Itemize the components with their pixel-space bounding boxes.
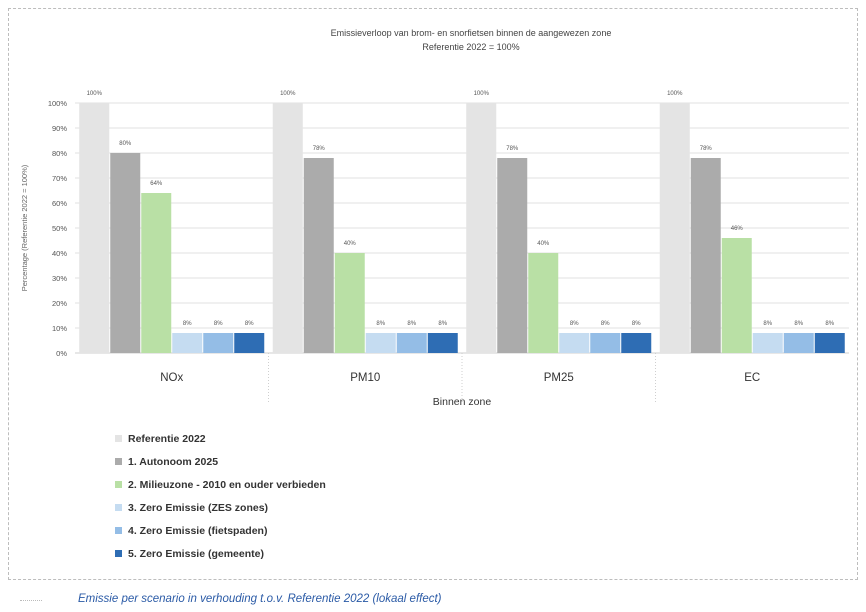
y-tick-label: 90%	[52, 124, 67, 133]
data-label: 8%	[570, 321, 579, 327]
y-tick-label: 40%	[52, 249, 67, 258]
data-label: 100%	[87, 91, 103, 97]
chart-subtitle: Referentie 2022 = 100%	[422, 42, 519, 52]
x-tick-label: EC	[744, 372, 760, 384]
bar	[272, 103, 303, 353]
x-tick-label: PM10	[350, 372, 380, 384]
bar	[466, 103, 497, 353]
x-tick-label: PM25	[544, 372, 574, 384]
data-label: 64%	[150, 181, 163, 187]
data-label: 8%	[601, 321, 610, 327]
legend-swatch	[115, 481, 122, 488]
bar	[814, 333, 845, 353]
data-label: 8%	[763, 321, 772, 327]
data-label: 8%	[183, 321, 192, 327]
bar	[79, 103, 110, 353]
bar	[559, 333, 590, 353]
y-tick-label: 0%	[56, 349, 67, 358]
bar	[590, 333, 621, 353]
data-label: 46%	[731, 226, 744, 232]
bar	[427, 333, 458, 353]
y-tick-label: 30%	[52, 274, 67, 283]
legend-item: 3. Zero Emissie (ZES zones)	[115, 496, 475, 519]
data-label: 8%	[825, 321, 834, 327]
legend-item: 1. Autonoom 2025	[115, 450, 475, 473]
bar	[497, 158, 528, 353]
legend-swatch	[115, 435, 122, 442]
page-divider-mark	[20, 600, 42, 602]
figure-frame: Emissieverloop van brom- en snorfietsen …	[8, 8, 858, 580]
data-label: 40%	[537, 241, 550, 247]
data-label: 8%	[376, 321, 385, 327]
legend-label: 1. Autonoom 2025	[128, 455, 219, 468]
data-label: 78%	[700, 146, 713, 152]
y-tick-label: 80%	[52, 149, 67, 158]
y-axis-label: Percentage (Referentie 2022 = 100%)	[20, 164, 29, 291]
bar	[234, 333, 265, 353]
bar	[110, 153, 141, 353]
y-tick-label: 100%	[48, 99, 68, 108]
data-label: 100%	[474, 91, 490, 97]
x-axis-label: Binnen zone	[433, 396, 492, 408]
data-label: 8%	[407, 321, 416, 327]
legend-label: 2. Milieuzone - 2010 en ouder verbieden	[128, 478, 326, 491]
bar	[690, 158, 721, 353]
bar	[303, 158, 334, 353]
bar	[334, 253, 365, 353]
y-tick-label: 50%	[52, 224, 67, 233]
y-tick-label: 70%	[52, 174, 67, 183]
bar	[783, 333, 814, 353]
bar	[172, 333, 203, 353]
legend-label: 5. Zero Emissie (gemeente)	[128, 547, 264, 560]
y-tick-label: 10%	[52, 324, 67, 333]
bar	[141, 193, 172, 353]
chart-title: Emissieverloop van brom- en snorfietsen …	[331, 28, 612, 38]
data-label: 100%	[280, 91, 296, 97]
data-label: 8%	[214, 321, 223, 327]
legend-swatch	[115, 550, 122, 557]
bar	[396, 333, 427, 353]
data-label: 8%	[438, 321, 447, 327]
legend-swatch	[115, 527, 122, 534]
legend-item: 4. Zero Emissie (fietspaden)	[115, 519, 475, 542]
chart-legend: Referentie 2022 1. Autonoom 2025 2. Milieu…	[115, 427, 475, 565]
legend-label: 3. Zero Emissie (ZES zones)	[128, 501, 269, 514]
legend-label: 4. Zero Emissie (fietspaden)	[128, 524, 268, 537]
data-label: 78%	[313, 146, 326, 152]
bar	[752, 333, 783, 353]
legend-swatch	[115, 458, 122, 465]
legend-item: Referentie 2022	[115, 427, 475, 450]
data-label: 8%	[794, 321, 803, 327]
bar	[528, 253, 559, 353]
data-label: 78%	[506, 146, 519, 152]
data-label: 100%	[667, 91, 683, 97]
data-label: 80%	[119, 141, 132, 147]
legend-swatch	[115, 504, 122, 511]
data-label: 8%	[245, 321, 254, 327]
bar	[203, 333, 234, 353]
y-tick-label: 20%	[52, 299, 67, 308]
x-tick-label: NOx	[160, 372, 183, 384]
legend-item: 5. Zero Emissie (gemeente)	[115, 542, 475, 565]
data-label: 8%	[632, 321, 641, 327]
y-tick-label: 60%	[52, 199, 67, 208]
data-label: 40%	[344, 241, 357, 247]
bar	[659, 103, 690, 353]
legend-label: Referentie 2022	[128, 432, 206, 445]
figure-caption: Emissie per scenario in verhouding t.o.v…	[78, 593, 442, 605]
emission-bar-chart: Emissieverloop van brom- en snorfietsen …	[20, 28, 849, 408]
bar	[365, 333, 396, 353]
legend-item: 2. Milieuzone - 2010 en ouder verbieden	[115, 473, 475, 496]
bar	[721, 238, 752, 353]
bar	[621, 333, 652, 353]
